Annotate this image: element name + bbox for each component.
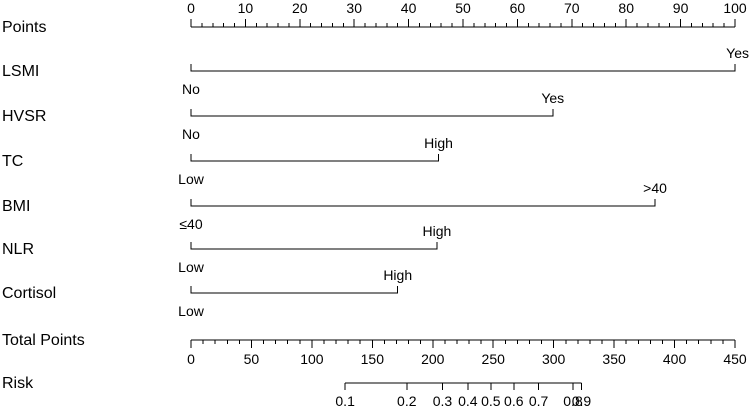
variable-high-label-bmi: >40 [643, 180, 667, 196]
total-points-tick-label: 50 [244, 351, 260, 367]
risk-tick-label: 0.1 [335, 393, 355, 409]
variable-label-bmi: BMI [2, 198, 30, 215]
points-tick-label: 20 [292, 0, 308, 16]
variable-high-label-cortisol: High [383, 267, 412, 283]
points-axis-label: Points [2, 19, 46, 36]
variable-scale-cortisol [190, 286, 399, 294]
variable-scale-nlr [190, 242, 438, 250]
points-tick-label: 40 [401, 0, 417, 16]
risk-tick-label: 0.5 [481, 393, 501, 409]
total-points-tick-label: 0 [187, 351, 195, 367]
total-points-tick-label: 100 [300, 351, 324, 367]
variable-low-label-hvsr: No [182, 126, 200, 142]
total-points-tick-label: 400 [663, 351, 687, 367]
risk-tick-label: 0.6 [504, 393, 524, 409]
variable-label-nlr: NLR [2, 241, 34, 258]
points-tick-label: 50 [455, 0, 471, 16]
variable-scale-tc [190, 154, 440, 162]
total-points-tick-label: 250 [482, 351, 506, 367]
risk-tick-label: 0.8 [563, 393, 583, 409]
total-points-tick-label: 300 [542, 351, 566, 367]
points-tick-label: 90 [673, 0, 689, 16]
variable-high-label-nlr: High [422, 223, 451, 239]
variable-label-hvsr: HVSR [2, 108, 46, 125]
risk-tick-label: 0.4 [458, 393, 478, 409]
variable-high-label-tc: High [424, 135, 453, 151]
total-points-tick-label: 200 [421, 351, 445, 367]
variable-scale-bmi [190, 199, 656, 207]
points-tick-label: 70 [564, 0, 580, 16]
points-tick-label: 30 [346, 0, 362, 16]
risk-tick-label: 0.3 [433, 393, 453, 409]
variable-label-cortisol: Cortisol [2, 285, 56, 302]
total-points-axis-label: Total Points [2, 332, 85, 349]
points-tick-label: 80 [618, 0, 634, 16]
risk-tick-label: 0.9 [572, 393, 592, 409]
variable-high-label-hvsr: Yes [541, 90, 564, 106]
variable-low-label-cortisol: Low [178, 303, 205, 319]
points-tick-label: 100 [723, 0, 747, 16]
variable-low-label-lsmi: No [182, 81, 200, 97]
risk-tick-label: 0.7 [529, 393, 549, 409]
variable-label-lsmi: LSMI [2, 63, 39, 80]
variable-low-label-nlr: Low [178, 259, 205, 275]
risk-tick-label: 0.2 [397, 393, 417, 409]
points-tick-label: 60 [510, 0, 526, 16]
points-tick-label: 10 [238, 0, 254, 16]
total-points-tick-label: 450 [723, 351, 747, 367]
variable-label-tc: TC [2, 153, 23, 170]
variable-low-label-bmi: ≤40 [179, 216, 202, 232]
points-tick-label: 0 [187, 0, 195, 16]
variable-scale-lsmi [190, 64, 736, 72]
variable-scale-hvsr [190, 109, 554, 117]
total-points-tick-label: 350 [602, 351, 626, 367]
variable-high-label-lsmi: Yes [726, 45, 749, 61]
variable-low-label-tc: Low [178, 171, 205, 187]
risk-axis-label: Risk [2, 375, 34, 392]
total-points-tick-label: 150 [361, 351, 385, 367]
